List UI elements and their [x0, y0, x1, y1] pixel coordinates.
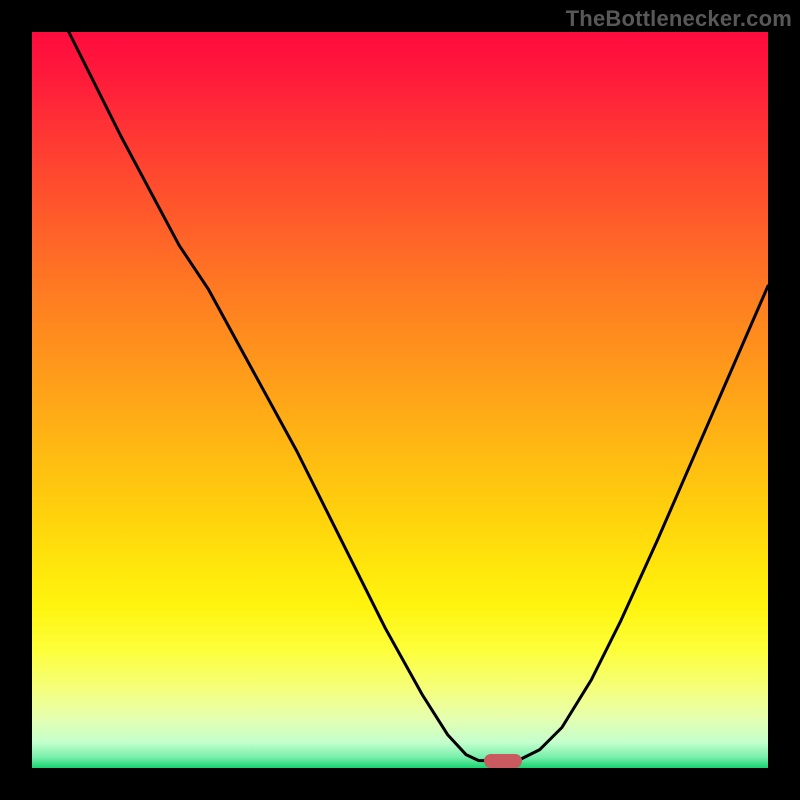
bottleneck-curve [32, 32, 768, 768]
plot-area [32, 32, 768, 768]
optimal-marker [484, 754, 522, 768]
watermark-text: TheBottlenecker.com [566, 6, 792, 32]
